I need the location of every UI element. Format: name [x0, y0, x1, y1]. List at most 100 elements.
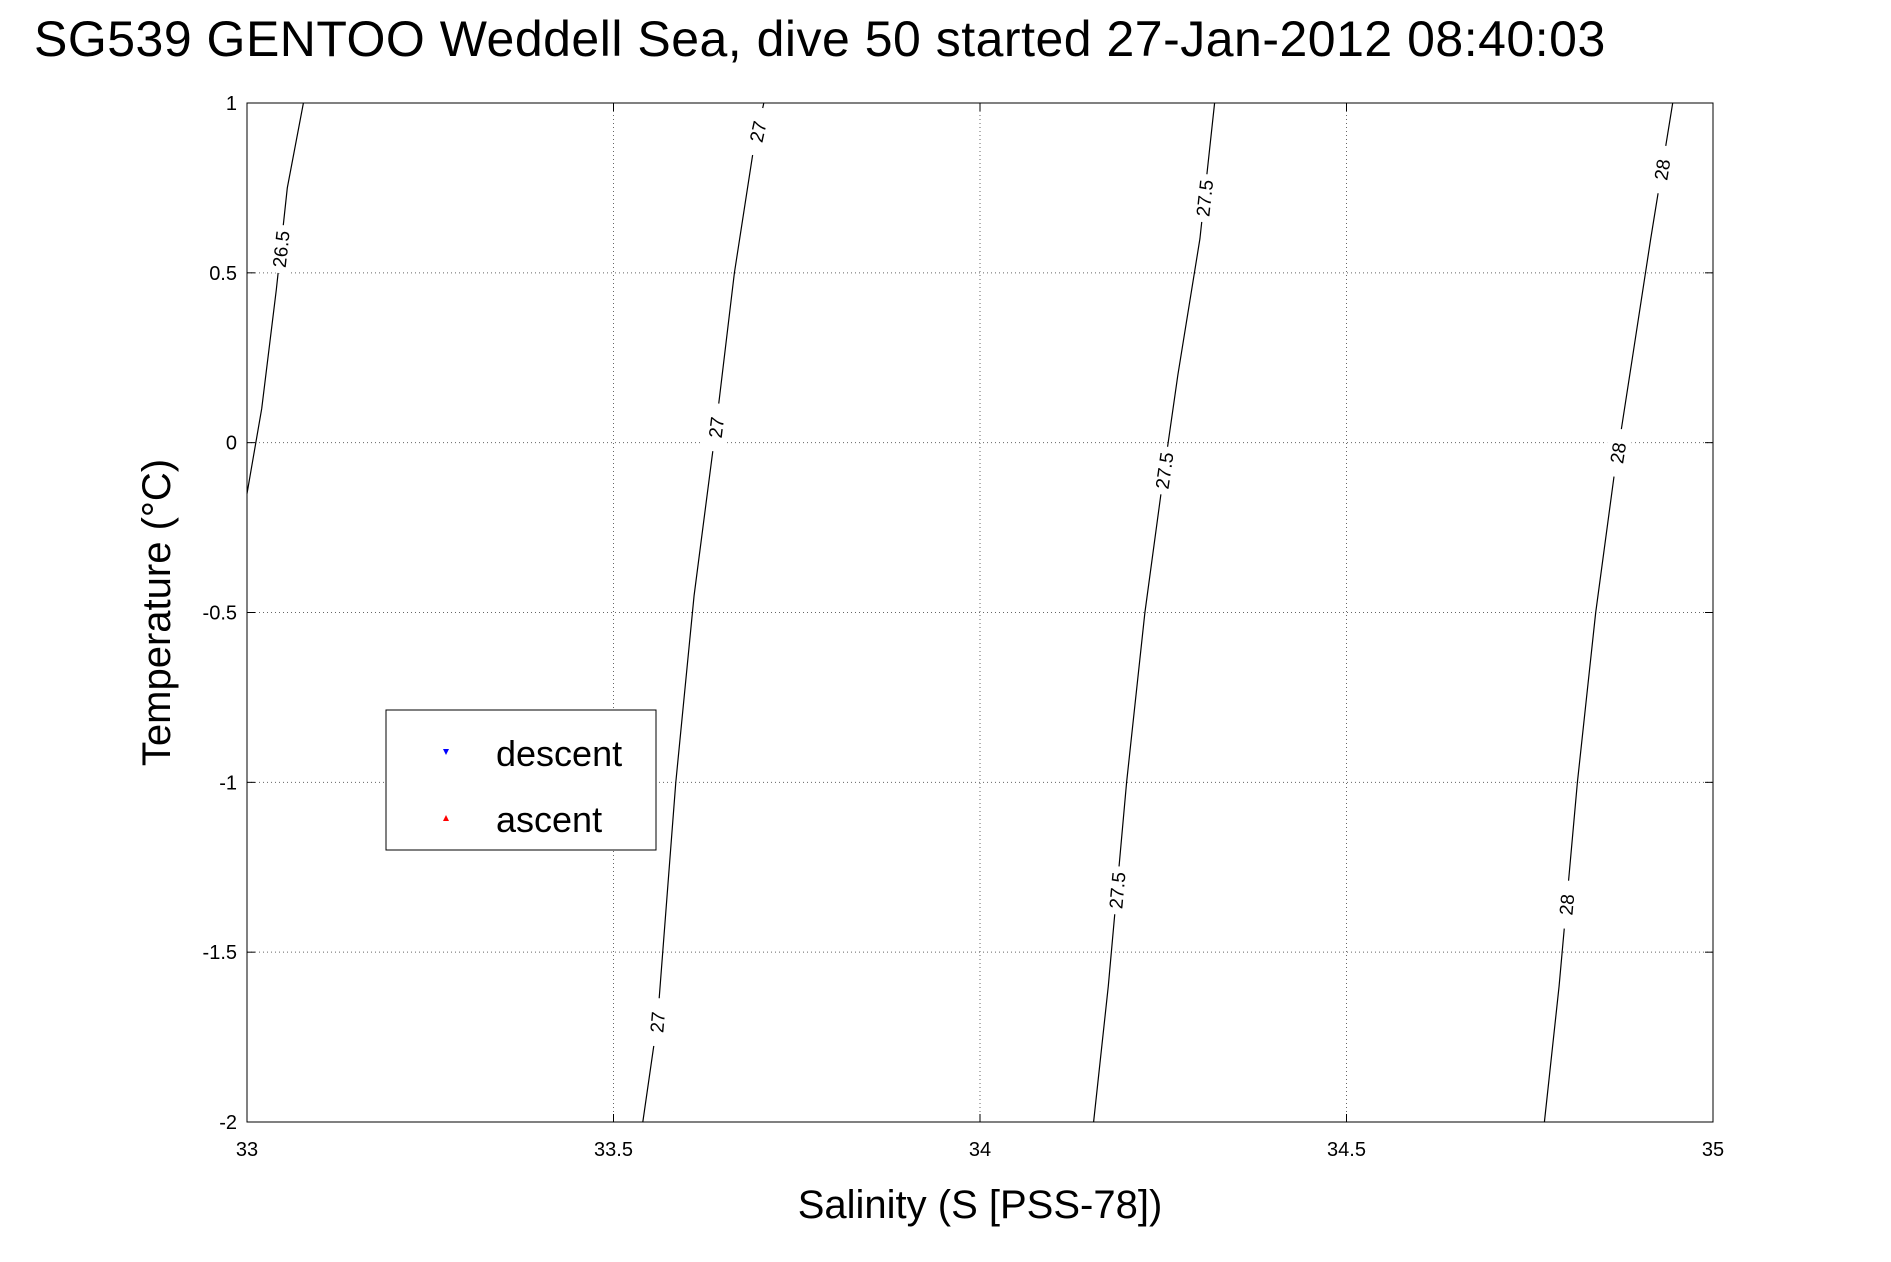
- data-point-descent: [1456, 0, 1459, 481]
- data-point-descent: [1053, 0, 1056, 396]
- legend-entry-descent[interactable]: descent: [443, 733, 622, 774]
- data-point-descent: [1443, 0, 1446, 652]
- data-point-descent: [1043, 0, 1046, 359]
- data-point-descent: [1130, 0, 1133, 596]
- data-point-descent: [1453, 0, 1456, 490]
- data-point-descent: [1457, 0, 1460, 475]
- legend[interactable]: descent ascent: [385, 709, 657, 851]
- contour-label-27: 27: [747, 119, 772, 144]
- contour-label-bg: [266, 223, 296, 275]
- data-point-descent: [989, 0, 992, 323]
- data-point-descent: [1004, 0, 1007, 305]
- data-point-descent: [1443, 0, 1446, 660]
- data-point-descent: [1070, 0, 1073, 468]
- data-point-descent: [1010, 0, 1013, 302]
- contour-label-bg: [701, 402, 731, 453]
- data-point-descent: [1228, 0, 1231, 993]
- data-point-descent: [1190, 0, 1193, 976]
- data-point-descent: [1037, 0, 1041, 339]
- data-point-descent: [1161, 0, 1164, 755]
- data-point-descent: [1077, 0, 1081, 479]
- data-point-descent: [1145, 0, 1148, 636]
- data-point-descent: [1447, 0, 1450, 654]
- data-point-descent: [994, 0, 997, 310]
- data-point-descent: [1461, 0, 1464, 372]
- data-point-descent: [1458, 0, 1461, 391]
- data-point-descent: [1309, 0, 1312, 835]
- data-point-descent: [1038, 0, 1041, 334]
- data-point-descent: [1196, 0, 1199, 990]
- data-point-descent: [1420, 0, 1423, 355]
- data-point-descent: [1167, 0, 1170, 789]
- data-point-descent: [1460, 0, 1463, 440]
- data-point-descent: [1161, 0, 1164, 748]
- data-point-descent: [1175, 0, 1178, 835]
- data-point-descent: [1459, 0, 1462, 426]
- contour-label-27.5: 27.5: [1193, 179, 1218, 218]
- data-point-descent: [1030, 0, 1034, 326]
- data-point-descent: [1195, 0, 1198, 991]
- y-tick-label: -1: [219, 772, 237, 794]
- y-tick-label: 1: [226, 93, 237, 115]
- data-point-descent: [976, 0, 979, 341]
- data-point-descent: [1444, 0, 1447, 594]
- data-point-descent: [1431, 0, 1435, 336]
- contour-label-bg: [1646, 143, 1678, 196]
- contour-label-28: 28: [1607, 441, 1631, 465]
- data-point-descent: [1035, 0, 1038, 331]
- data-point-descent: [1443, 0, 1446, 644]
- data-point-descent: [1447, 0, 1450, 354]
- data-point-descent: [1463, 0, 1466, 376]
- data-point-descent: [1279, 0, 1283, 951]
- data-point-descent: [1389, 0, 1392, 442]
- legend-entry-ascent[interactable]: ascent: [443, 799, 602, 840]
- contour-label-27.5: 27.5: [1106, 871, 1130, 910]
- data-point-descent: [1175, 0, 1179, 857]
- data-point-descent: [973, 0, 977, 348]
- data-point-descent: [1184, 0, 1188, 941]
- data-point-descent: [1442, 0, 1446, 655]
- data-point-descent: [1245, 0, 1248, 992]
- data-point-descent: [1146, 0, 1149, 648]
- data-point-descent: [1062, 0, 1065, 442]
- data-point-descent: [1224, 0, 1227, 996]
- contour-label-27.5: 27.5: [1153, 451, 1179, 491]
- data-point-descent: [1184, 0, 1187, 884]
- data-point-descent: [1096, 0, 1099, 524]
- data-point-descent: [1267, 0, 1271, 981]
- data-point-descent: [1115, 0, 1118, 561]
- data-point-descent: [1012, 0, 1016, 302]
- data-point-descent: [1441, 0, 1444, 658]
- data-point-descent: [1105, 0, 1108, 542]
- data-point-descent: [1065, 0, 1068, 451]
- data-point-descent: [1457, 0, 1460, 499]
- data-point-descent: [1447, 0, 1450, 629]
- data-point-descent: [1439, 0, 1443, 661]
- data-point-descent: [1331, 0, 1335, 751]
- data-point-descent: [1190, 0, 1193, 983]
- axis-ticks: 33 33.5 34 34.5 35 -2 -1.5 -1 -0.5 0 0.5 1: [203, 93, 1725, 1161]
- data-point-descent: [1441, 0, 1445, 661]
- data-point-descent: [1025, 0, 1028, 318]
- data-point-descent: [1071, 0, 1074, 462]
- data-point-descent: [1457, 0, 1461, 333]
- data-point-descent: [1451, 0, 1454, 540]
- data-point-descent: [975, 0, 979, 343]
- data-point-descent: [1190, 0, 1193, 988]
- data-point-descent: [1444, 0, 1447, 632]
- data-point-descent: [1444, 0, 1447, 350]
- data-point-descent: [1314, 0, 1317, 810]
- data-point-descent: [1011, 0, 1014, 302]
- data-point-descent: [1122, 0, 1125, 571]
- contour-label-bg: [1148, 445, 1180, 496]
- data-point-descent: [1341, 0, 1345, 703]
- data-point-descent: [1442, 0, 1445, 650]
- data-point-descent: [1286, 0, 1289, 924]
- data-point-descent: [1306, 0, 1309, 848]
- data-point-descent: [1045, 0, 1048, 373]
- x-tick-label: 34.5: [1327, 1139, 1366, 1161]
- data-point-descent: [1188, 0, 1191, 959]
- data-point-descent: [1195, 0, 1198, 993]
- data-point-descent: [1071, 0, 1074, 478]
- data-point-descent: [1383, 0, 1386, 475]
